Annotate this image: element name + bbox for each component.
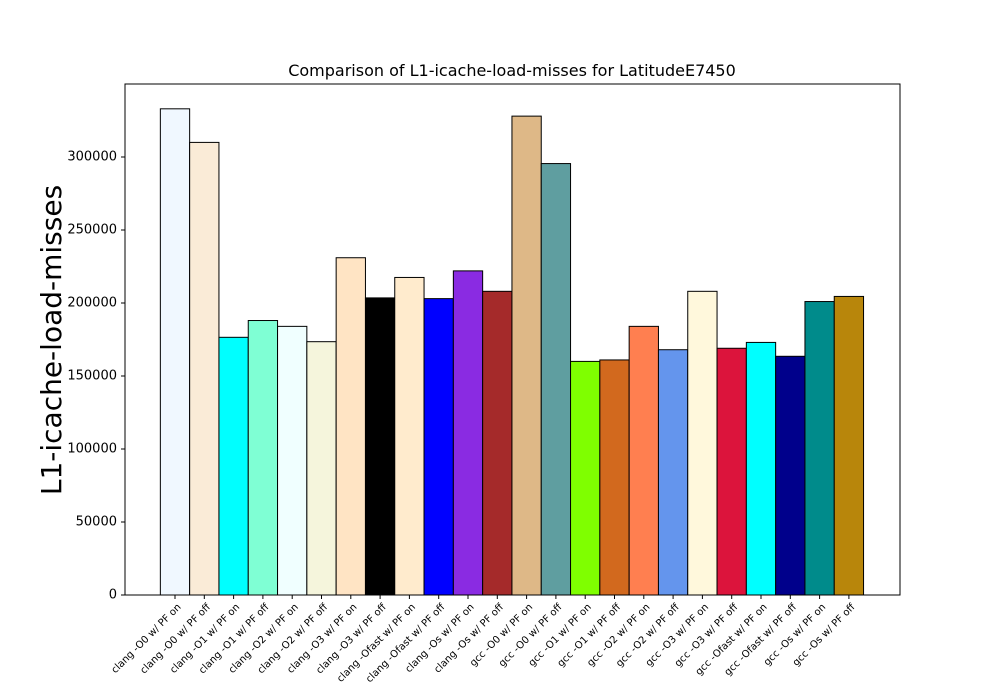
bar (540, 163, 572, 596)
bar (452, 270, 484, 596)
y-tick-label: 250000 (67, 223, 117, 238)
bar (218, 336, 249, 596)
bar (189, 141, 220, 596)
bar (804, 301, 835, 596)
bar (511, 115, 542, 596)
y-tick-label: 200000 (67, 296, 117, 311)
bar (687, 290, 718, 596)
y-axis-label: L1-icache-load-misses (35, 185, 68, 495)
bar (335, 257, 366, 596)
bar (745, 341, 777, 596)
y-tick-label: 300000 (67, 150, 117, 165)
bar (482, 290, 513, 596)
y-tick-label: 100000 (67, 442, 117, 457)
chart-title: Comparison of L1-icache-load-misses for … (288, 61, 736, 80)
bar (628, 325, 659, 596)
bar (247, 320, 279, 596)
bar (394, 276, 425, 596)
plot-area: 050000100000150000200000250000300000clan… (67, 108, 865, 685)
y-tick-label: 150000 (67, 369, 117, 384)
bar (159, 108, 191, 596)
bar (364, 297, 396, 596)
bar (277, 325, 308, 596)
bar (775, 355, 806, 596)
bar (423, 298, 454, 596)
bar (833, 295, 865, 596)
plot-frame (124, 83, 901, 596)
bar (570, 360, 601, 596)
bar (716, 347, 747, 596)
bar (599, 359, 630, 596)
y-tick-label: 50000 (76, 515, 117, 530)
bar (657, 349, 689, 596)
y-tick-label: 0 (109, 588, 117, 603)
bar (306, 341, 337, 596)
